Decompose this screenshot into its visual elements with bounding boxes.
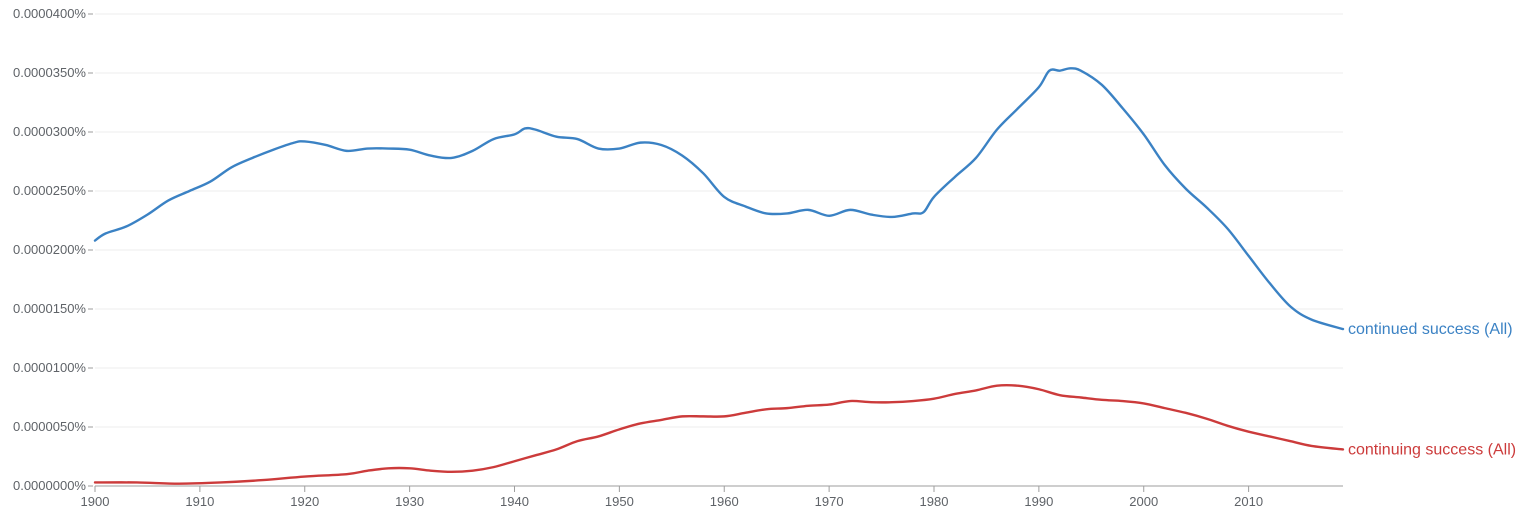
series-line-continuing: [93, 383, 1345, 485]
x-tick-label: 1950: [605, 494, 634, 509]
y-tick-label: 0.0000000%: [13, 478, 86, 493]
x-tick-label: 1980: [920, 494, 949, 509]
x-tick-label: 1930: [395, 494, 424, 509]
x-tick-label: 1990: [1024, 494, 1053, 509]
x-tick-label: 2000: [1129, 494, 1158, 509]
x-tick-label: 1940: [500, 494, 529, 509]
y-tick-label: 0.0000100%: [13, 360, 86, 375]
axes: 0.0000000% 0.0000050% 0.0000100% 0.0000150%…: [13, 6, 1343, 509]
y-tick-label: 0.0000350%: [13, 65, 86, 80]
x-tick-label: 1920: [290, 494, 319, 509]
series-line-continued: [93, 67, 1345, 331]
y-tick-label: 0.0000150%: [13, 301, 86, 316]
series-label-continued: continued success (All): [1348, 321, 1513, 338]
y-tick-label: 0.0000050%: [13, 419, 86, 434]
y-tick-label: 0.0000250%: [13, 183, 86, 198]
x-tick-label: 1910: [185, 494, 214, 509]
x-tick-label: 1900: [81, 494, 110, 509]
y-tick-label: 0.0000400%: [13, 6, 86, 21]
series-lines: [93, 67, 1345, 485]
y-tick-label: 0.0000300%: [13, 124, 86, 139]
x-tick-label: 1960: [710, 494, 739, 509]
series-labels: continued success (All) continuing succes…: [1348, 321, 1516, 458]
gridlines: [95, 13, 1343, 428]
x-tick-label: 2010: [1234, 494, 1263, 509]
x-tick-label: 1970: [815, 494, 844, 509]
series-label-continuing: continuing success (All): [1348, 441, 1516, 458]
y-tick-label: 0.0000200%: [13, 242, 86, 257]
